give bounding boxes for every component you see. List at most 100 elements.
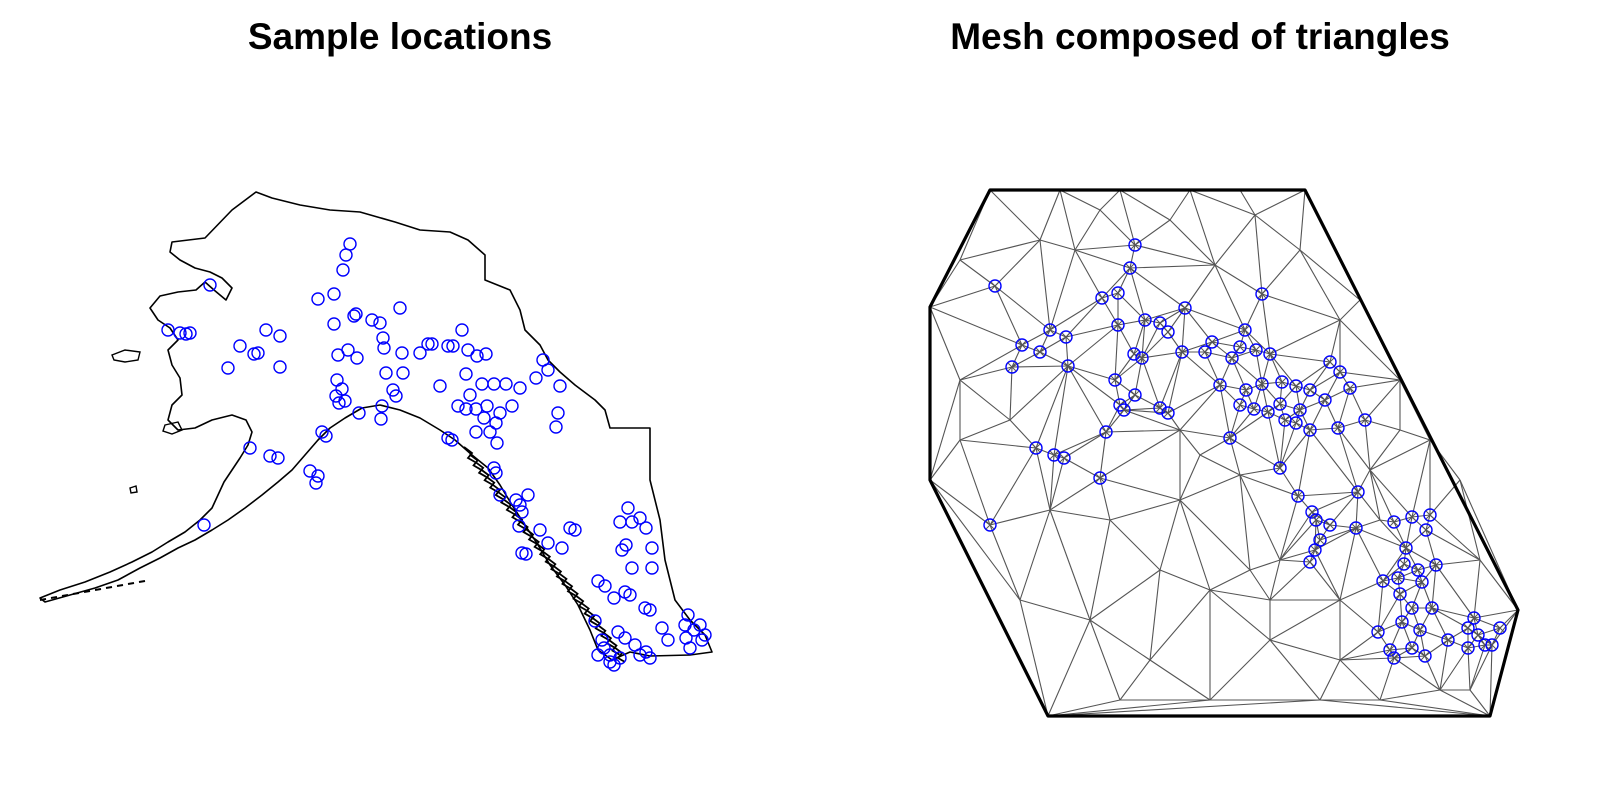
mesh-edge [1144,307,1186,321]
mesh-edge [1411,514,1431,518]
mesh-sample-point [1423,508,1437,522]
mesh-edge [1337,427,1359,493]
mesh-edge [1397,569,1419,579]
mesh-edge [1261,293,1341,321]
mesh-sample-point [1485,638,1499,652]
mesh-vertex-mark [1315,535,1325,545]
mesh-sample-point [1247,402,1261,416]
mesh-edge [1179,384,1221,431]
mesh-edge [1299,409,1311,431]
mesh-edge [1167,307,1186,333]
mesh-sample-point [1225,351,1239,365]
sample-point [513,381,527,395]
mesh-edge [1129,267,1186,309]
mesh-edge [1421,581,1433,609]
mesh-sample-point [988,279,1002,293]
mesh-edge [1239,404,1255,410]
island-outline [162,421,183,435]
mesh-edge [1339,299,1361,321]
mesh-edge [1295,422,1311,431]
aleutian-island [116,584,124,587]
mesh-edge [1299,189,1306,251]
mesh-edge [1279,429,1311,469]
mesh-edge [1219,384,1247,391]
mesh-edge [1309,399,1326,431]
mesh-edge [1431,607,1469,629]
mesh-edge [1339,599,1379,633]
mesh-vertex-mark [1257,379,1267,389]
mesh-edge [1473,609,1519,619]
mesh-edge [1253,408,1269,413]
mesh-edge [1269,353,1297,387]
mesh-edge [1393,516,1413,523]
aleutian-island [138,580,146,583]
mesh-edge [1314,519,1317,551]
mesh-vertex-mark [1305,425,1315,435]
mesh-vertex-mark [1113,288,1123,298]
mesh-vertex-mark [1395,589,1405,599]
mesh-vertex-mark [1277,377,1287,387]
mesh-edge [1159,499,1181,571]
mesh-sample-point [1261,405,1275,419]
mesh-edge [1279,403,1301,411]
mesh-edge [1339,371,1351,389]
mesh-edge [1039,239,1076,251]
mesh-edge [989,189,1041,241]
mesh-vertex-mark [1325,357,1335,367]
mesh-sample-point [1223,431,1237,445]
mesh-vertex-mark [1140,315,1150,325]
coastline-group [39,191,713,663]
mesh-edge [1399,429,1431,441]
mesh-edge [1239,474,1281,561]
mesh-edge [1279,422,1297,469]
mesh-edge [1382,547,1407,582]
mesh-sample-point [1419,523,1433,537]
mesh-edge [1295,409,1301,424]
mesh-sample-point [1405,510,1419,524]
mesh-edge [1339,649,1391,661]
mesh-edge [1199,454,1241,476]
sample-point [413,346,427,360]
sample-point [487,377,501,391]
mesh-edge [1349,379,1401,389]
mesh-sample-point [1153,316,1167,330]
mesh-edge [1397,577,1423,583]
mesh-edge [1473,617,1501,629]
mesh-edge [1245,383,1263,391]
mesh-edge [1039,329,1051,353]
mesh-edge [1229,404,1241,439]
mesh-sample-point [1289,379,1303,393]
sample-point [618,631,632,645]
mesh-edge [1049,249,1076,331]
mesh-sample-point [1273,397,1287,411]
mesh-vertex-mark [1249,404,1259,414]
sample-point [621,501,635,515]
mesh-edge [1089,619,1151,661]
mesh-sample-point [1047,448,1061,462]
mesh-edge [1123,409,1181,431]
sample-point [273,329,287,343]
mesh-edge [1184,307,1213,343]
mesh-edge [1324,399,1339,429]
mesh-vertex-mark [1413,565,1423,575]
sample-point [607,658,621,672]
sample-locations-map [39,191,713,672]
mesh-edge [1167,384,1221,414]
mesh-edge [1149,659,1211,701]
mesh-edge [1047,699,1121,717]
sample-point [645,561,659,575]
mesh-edge [1011,344,1023,368]
mesh-edge [1393,521,1407,549]
mesh-edge [1419,607,1433,631]
mesh-vertex-mark [1007,362,1017,372]
mesh-edge [1324,387,1351,401]
mesh-edge [1011,365,1069,368]
mesh-edge [1167,412,1181,431]
mesh-vertex-mark [1097,293,1107,303]
mesh-edge [1357,469,1371,493]
aleutian-island [105,586,113,589]
mesh-sample-point [1289,416,1303,430]
mesh-edge [959,239,1041,261]
mesh-edge [1369,439,1431,471]
mesh-edge [1297,429,1311,497]
